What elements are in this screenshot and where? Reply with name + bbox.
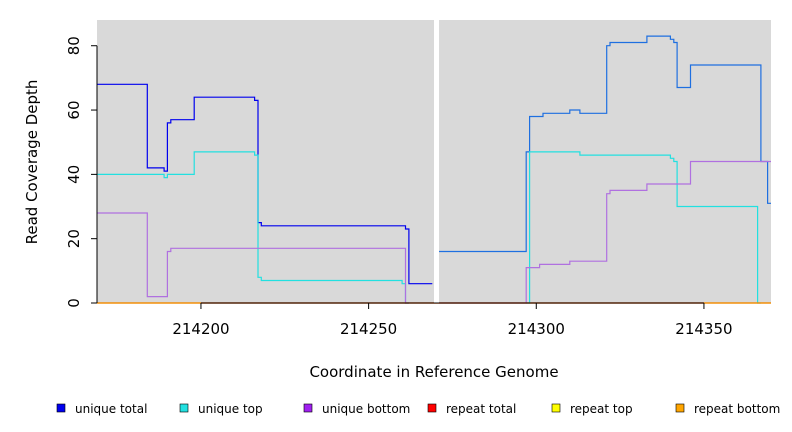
legend-item-repeat-total: repeat total (427, 402, 516, 416)
legend-item-unique-bottom: unique bottom (303, 402, 410, 416)
series-line-unique-top-3 (526, 151, 761, 304)
y-tick-label-0: 0 (65, 298, 83, 308)
legend-swatch (427, 403, 437, 413)
x-tick-label-214300: 214300 (508, 320, 565, 338)
legend-item-unique-total: unique total (56, 402, 147, 416)
legend-swatch (56, 403, 66, 413)
coverage-gap (434, 20, 440, 303)
series-line-unique-bottom-4 (97, 212, 409, 304)
legend-swatch (179, 403, 189, 413)
series-line-unique-total-0 (97, 83, 433, 285)
series-line-unique-total-1 (439, 35, 771, 253)
y-tick-label-20: 20 (65, 229, 83, 248)
legend-label: unique top (198, 402, 263, 416)
legend-label: repeat top (570, 402, 633, 416)
x-axis: 214200 214250 214300 214350 (172, 302, 733, 338)
x-tick-label-214200: 214200 (172, 320, 229, 338)
legend-swatch (303, 403, 313, 413)
y-axis-title: Read Coverage Depth (23, 80, 41, 245)
legend-item-unique-top: unique top (179, 402, 263, 416)
y-tick-label-60: 60 (65, 100, 83, 119)
legend-swatch (675, 403, 685, 413)
legend-swatch (551, 403, 561, 413)
legend-label: unique bottom (322, 402, 410, 416)
x-axis-title: Coordinate in Reference Genome (309, 363, 558, 381)
legend-item-repeat-bottom: repeat bottom (675, 402, 780, 416)
legend-label: unique total (75, 402, 147, 416)
y-tick-label-80: 80 (65, 36, 83, 55)
legend-item-repeat-top: repeat top (551, 402, 633, 416)
y-tick-label-40: 40 (65, 165, 83, 184)
legend-label: repeat total (446, 402, 516, 416)
y-axis: 0 20 40 60 80 (65, 36, 98, 308)
series-line-unique-top-2 (97, 151, 409, 304)
legend-label: repeat bottom (694, 402, 780, 416)
series-line-unique-bottom-5 (439, 160, 771, 304)
legend: unique total unique top unique bottom repea… (56, 402, 780, 416)
x-tick-label-214350: 214350 (675, 320, 732, 338)
x-tick-label-214250: 214250 (340, 320, 397, 338)
